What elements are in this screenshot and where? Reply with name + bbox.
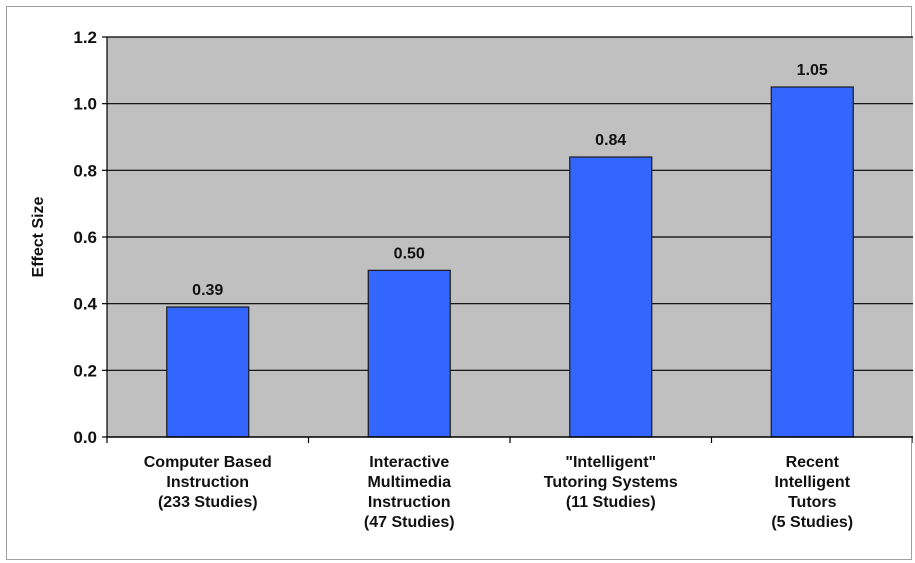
- effect-size-bar-chart: 0.0 0.2 0.4 0.6 0.8 1.0 1.2 Computer Based Inst…: [30, 28, 913, 531]
- category-label: Interactive Multimedia Instruction (47 Stud…: [364, 454, 455, 531]
- bar: [770, 86, 854, 438]
- y-tick-label: 1.0: [73, 95, 97, 114]
- y-tick-label: 0.6: [73, 228, 97, 247]
- chart-frame: 0.0 0.2 0.4 0.6 0.8 1.0 1.2 Computer Based Inst…: [6, 6, 913, 560]
- y-tick-label: 0.8: [73, 161, 97, 180]
- value-labels: 0.39 0.50 0.84 1.05: [192, 62, 828, 299]
- y-tick-label: 1.2: [73, 28, 97, 47]
- y-tick-label: 0.4: [73, 295, 97, 314]
- y-axis-title: Effect Size: [30, 196, 47, 277]
- x-category-labels: Computer Based Instruction (233 Studies) In…: [144, 454, 853, 531]
- y-tick-labels: 0.0 0.2 0.4 0.6 0.8 1.0 1.2: [73, 28, 97, 447]
- axes: [102, 36, 913, 443]
- bar-value-label: 0.84: [595, 132, 626, 149]
- bar: [166, 306, 250, 438]
- bar-value-label: 0.50: [394, 245, 425, 262]
- bar-value-label: 1.05: [797, 62, 828, 79]
- bar-value-label: 0.39: [192, 282, 223, 299]
- bar: [569, 156, 653, 438]
- y-tick-label: 0.0: [73, 428, 97, 447]
- category-label: Computer Based Instruction (233 Studies): [144, 454, 272, 511]
- bar: [367, 269, 451, 438]
- category-label: Recent Intelligent Tutors (5 Studies): [771, 454, 853, 531]
- bars: [166, 86, 854, 438]
- category-label: "Intelligent" Tutoring Systems (11 Studies…: [544, 454, 678, 511]
- y-tick-label: 0.2: [73, 361, 97, 380]
